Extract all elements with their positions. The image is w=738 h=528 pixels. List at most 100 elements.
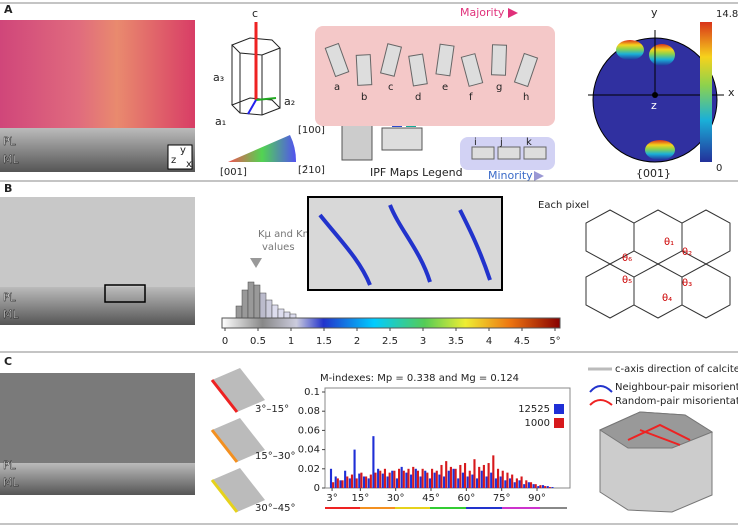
marker [250, 258, 262, 268]
boundary-map [0, 373, 195, 463]
bar [454, 468, 457, 488]
bar [520, 476, 523, 488]
legend-swatch [554, 404, 564, 414]
bar [443, 476, 446, 488]
bar [369, 474, 372, 488]
ml-label: ML [3, 153, 19, 166]
panel-b: B PL ML Kμ and Km values Each pixel θ₁ θ… [0, 180, 738, 329]
ebsd-map [0, 20, 195, 128]
crystal-icon [379, 43, 403, 77]
bar [527, 482, 530, 488]
axis-z: z [171, 155, 176, 166]
theta: θ₂ [682, 247, 692, 258]
legend-label: 12525 [518, 404, 550, 415]
bar [499, 476, 502, 488]
bar [428, 478, 432, 488]
legend-arrow [589, 385, 613, 393]
grain-letter: j [499, 137, 503, 148]
legend-label: 1000 [525, 418, 550, 429]
colorbar-label: 2 [354, 336, 360, 347]
chart-title: M-indexes: Mp = 0.338 and Mg = 0.124 [320, 373, 519, 384]
pixel-title: Each pixel [538, 200, 589, 211]
bar [431, 468, 434, 488]
bar [383, 468, 387, 488]
bar [377, 468, 380, 488]
pf-x: x [728, 86, 735, 99]
inset-feature [318, 204, 492, 286]
colorbar-label: 0.5 [250, 336, 266, 347]
bar [386, 476, 389, 488]
bar [511, 474, 514, 488]
legend-text: Neighbour-pair misorientation [615, 382, 738, 393]
bar [504, 480, 507, 488]
bar [461, 472, 464, 488]
note: values [262, 242, 295, 253]
bar [405, 472, 408, 488]
crystal-icon [408, 53, 428, 87]
bar [487, 463, 490, 488]
a1-label: a₁ [215, 115, 226, 128]
x-tick-label: 60° [457, 493, 475, 504]
y-tick-label: 0.08 [298, 406, 320, 417]
bar [541, 485, 545, 488]
bar [416, 470, 419, 488]
bar [388, 472, 391, 488]
x-tick-label: 30° [387, 493, 405, 504]
panel-label: C [4, 355, 12, 368]
hex-cluster [585, 209, 731, 319]
crystal-icon [497, 146, 521, 160]
pl-label: PL [3, 291, 17, 304]
bar [449, 466, 452, 488]
bar [426, 472, 429, 488]
bar [440, 464, 443, 488]
grain-letter: g [496, 82, 502, 93]
y-tick-label: 0.04 [298, 445, 320, 456]
axis-box [167, 144, 193, 170]
bar [362, 476, 366, 488]
range-label: 3°–15° [255, 404, 289, 415]
bar [341, 480, 344, 488]
bar [508, 478, 512, 488]
bar [393, 470, 396, 488]
colorbar-label: 4 [486, 336, 492, 347]
bar [506, 472, 509, 488]
bar [435, 470, 438, 488]
grain-letter: k [526, 137, 532, 148]
ml-image [0, 463, 195, 495]
inset-map [307, 196, 503, 291]
grain-letter: a [334, 82, 340, 93]
bar [490, 472, 493, 488]
crystal-icon [460, 53, 484, 87]
bar [529, 482, 533, 488]
bar [400, 466, 403, 488]
bar [515, 478, 518, 488]
ml-image [0, 287, 195, 325]
bar [336, 478, 339, 488]
crystal-icon [513, 52, 539, 88]
panel-label: A [4, 3, 13, 16]
ipf-100: [100] [298, 125, 325, 136]
pl-label: PL [3, 459, 17, 472]
majority-grains: a b c d e f g h [324, 42, 539, 103]
bar [466, 476, 469, 488]
panel-a: A PL ML y z x c a₃ a₂ a₁ [001] [100] [2̄… [0, 2, 738, 182]
bar [546, 486, 549, 488]
panel-label: B [4, 182, 12, 195]
x-tick-label: 15° [351, 493, 369, 504]
legend-arrow [589, 399, 613, 406]
colorbar-label: 3 [420, 336, 426, 347]
bar [539, 485, 542, 488]
ml-label: ML [3, 308, 19, 321]
boundary-planes [210, 368, 265, 513]
pole-maximum [645, 140, 675, 160]
bar [518, 480, 521, 488]
y-tick-label: 0 [314, 483, 320, 494]
marker [534, 171, 544, 181]
colorbar-label: 5° [549, 336, 560, 347]
pf-y: y [651, 6, 658, 19]
grain-letter: f [469, 92, 473, 103]
bar [344, 470, 347, 488]
bar [332, 482, 335, 488]
bar [329, 468, 333, 488]
bar [353, 449, 356, 488]
